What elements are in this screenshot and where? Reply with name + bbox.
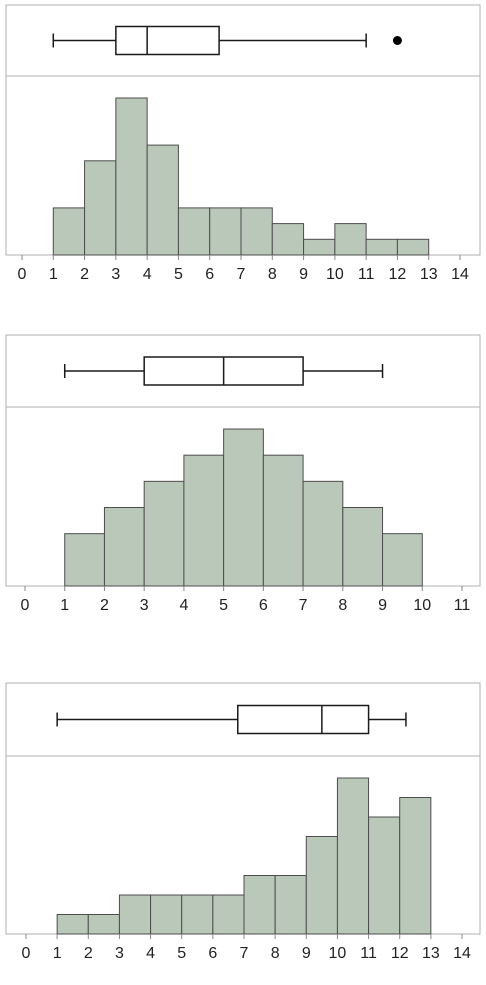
histogram-bar [303,481,343,586]
histogram-bar [178,208,209,255]
x-tick-label: 8 [268,266,277,283]
x-tick-label: 11 [358,266,375,283]
x-tick-label: 1 [49,266,58,283]
histogram-bar [57,915,88,935]
histogram-panel-2: 0 1 2 3 4 5 6 7 8 9 10 11 [6,335,480,614]
x-tick-label: 2 [100,597,109,614]
histogram-bar [304,239,335,255]
histogram-bar [400,798,431,935]
histogram-bar [224,429,264,586]
x-tick-label: 3 [115,945,124,962]
x-tick-label: 14 [453,945,471,962]
x-tick-label: 4 [179,597,188,614]
x-tick-label: 7 [237,266,246,283]
x-tick-label: 5 [177,945,186,962]
histogram-bar [241,208,272,255]
histogram-bar [147,145,178,255]
interquartile-box [116,27,219,55]
histogram-bar [343,508,383,587]
x-tick-label: 4 [146,945,155,962]
x-tick-label: 11 [454,597,471,614]
histogram-bar [306,837,337,935]
histogram-bar [275,876,306,935]
x-tick-label: 12 [391,945,409,962]
x-tick-label: 10 [329,945,347,962]
interquartile-box [238,706,369,734]
histogram-panel-3: 0 1 2 3 4 5 6 7 8 9 10 11 12 13 14 [6,683,480,962]
x-tick-label: 8 [338,597,347,614]
x-tick-label: 14 [451,266,469,283]
histogram-bar [182,895,213,934]
x-tick-label: 6 [205,266,214,283]
histogram-bar [151,895,182,934]
histogram-bar [337,778,368,934]
histogram-bar [53,208,84,255]
x-tick-label: 3 [111,266,120,283]
x-tick-label: 10 [326,266,344,283]
x-tick-label: 0 [18,266,27,283]
x-tick-label: 7 [240,945,249,962]
histogram-bar [366,239,397,255]
x-tick-label: 1 [53,945,62,962]
x-tick-label: 8 [271,945,280,962]
x-tick-label: 0 [21,597,30,614]
histogram-bar [104,508,144,587]
histogram-bar [397,239,428,255]
x-tick-label: 9 [302,945,311,962]
x-tick-label: 7 [299,597,308,614]
outlier-point [393,36,402,45]
histogram-bar [184,455,224,586]
x-tick-label: 9 [378,597,387,614]
x-tick-label: 9 [299,266,308,283]
x-tick-label: 2 [84,945,93,962]
histogram-bar [210,208,241,255]
x-tick-label: 2 [80,266,89,283]
x-tick-label: 5 [219,597,228,614]
histogram-bar [263,455,303,586]
histogram-bar [335,224,366,255]
histogram-bar [383,534,423,586]
histogram-bar [144,481,184,586]
x-tick-label: 3 [140,597,149,614]
histogram-bar [65,534,105,586]
x-tick-label: 13 [420,266,438,283]
x-tick-label: 6 [208,945,217,962]
histogram-bar [244,876,275,935]
x-tick-label: 10 [413,597,431,614]
x-tick-label: 11 [360,945,377,962]
histogram-bar [369,817,400,934]
x-tick-label: 12 [389,266,407,283]
x-tick-label: 4 [143,266,152,283]
x-tick-label: 5 [174,266,183,283]
histogram-bar [88,915,119,935]
histogram-bar [119,895,150,934]
histogram-bar [213,895,244,934]
x-tick-label: 0 [22,945,31,962]
histogram-bar [272,224,303,255]
x-tick-label: 6 [259,597,268,614]
histogram-bar [85,161,116,255]
x-tick-label: 13 [422,945,440,962]
histogram-panel-1: 0 1 2 3 4 5 6 7 8 9 10 11 12 13 14 [6,5,480,283]
histogram-bar [116,98,147,255]
x-tick-label: 1 [60,597,69,614]
